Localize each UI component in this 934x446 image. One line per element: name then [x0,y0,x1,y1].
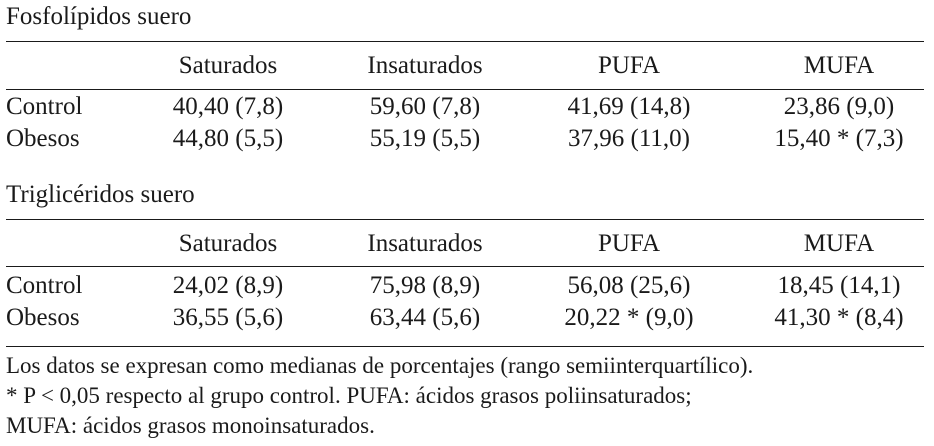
table-2-header: Saturados Insaturados PUFA MUFA [6,230,924,262]
column-header-saturados: Saturados [178,230,278,257]
row-label: Obesos [6,125,80,152]
footnote-line: Los datos se expresan como medianas de p… [6,353,754,378]
table-1-header: Saturados Insaturados PUFA MUFA [6,52,924,84]
column-header-mufa: MUFA [803,52,875,79]
table-row: Control 24,02 (8,9) 75,98 (8,9) 56,08 (2… [6,272,924,304]
table-cell: 23,86 (9,0) [783,93,895,120]
table-cell: 18,45 (14,1) [777,272,901,299]
table-cell: 63,44 (5,6) [369,304,481,331]
table-cell: 56,08 (25,6) [567,272,691,299]
footnote-line: * P < 0,05 respecto al grupo control. PU… [6,383,692,408]
row-label: Obesos [6,304,80,331]
table-row: Control 40,40 (7,8) 59,60 (7,8) 41,69 (1… [6,93,924,125]
column-header-insaturados: Insaturados [367,52,483,79]
table-1-body: Control 40,40 (7,8) 59,60 (7,8) 41,69 (1… [6,93,924,157]
table-cell: 40,40 (7,8) [172,93,284,120]
table-cell: 15,40 * (7,3) [774,125,904,152]
table-2-body: Control 24,02 (8,9) 75,98 (8,9) 56,08 (2… [6,272,924,336]
header-row: Saturados Insaturados PUFA MUFA [6,230,924,262]
table-cell: 55,19 (5,5) [369,125,481,152]
table-cell: 37,96 (11,0) [568,125,690,152]
table-cell: 75,98 (8,9) [369,272,481,299]
table-1-top-rule [6,41,924,42]
header-row: Saturados Insaturados PUFA MUFA [6,52,924,84]
table-1-header-rule [6,89,924,90]
row-label: Control [6,272,83,299]
table-cell: 36,55 (5,6) [172,304,284,331]
column-header-saturados: Saturados [178,52,278,79]
table-cell: 41,30 * (8,4) [774,304,904,331]
table-2-header-rule [6,266,924,267]
column-header-mufa: MUFA [803,230,875,257]
table-2-title: Triglicéridos suero [6,181,195,208]
table-cell: 41,69 (14,8) [567,93,691,120]
table-cell: 20,22 * (9,0) [564,304,694,331]
row-label: Control [6,93,83,120]
table-cell: 24,02 (8,9) [172,272,284,299]
table-row: Obesos 44,80 (5,5) 55,19 (5,5) 37,96 (11… [6,125,924,157]
table-row: Obesos 36,55 (5,6) 63,44 (5,6) 20,22 * (… [6,304,924,336]
table-1-title: Fosfolípidos suero [6,3,192,30]
table-bottom-rule [6,346,924,347]
table-cell: 44,80 (5,5) [172,125,284,152]
table-cell: 59,60 (7,8) [369,93,481,120]
footnote-line: MUFA: ácidos grasos monoinsaturados. [6,413,375,438]
column-header-pufa: PUFA [597,52,661,79]
column-header-insaturados: Insaturados [367,230,483,257]
table-2-top-rule [6,219,924,220]
column-header-pufa: PUFA [597,230,661,257]
